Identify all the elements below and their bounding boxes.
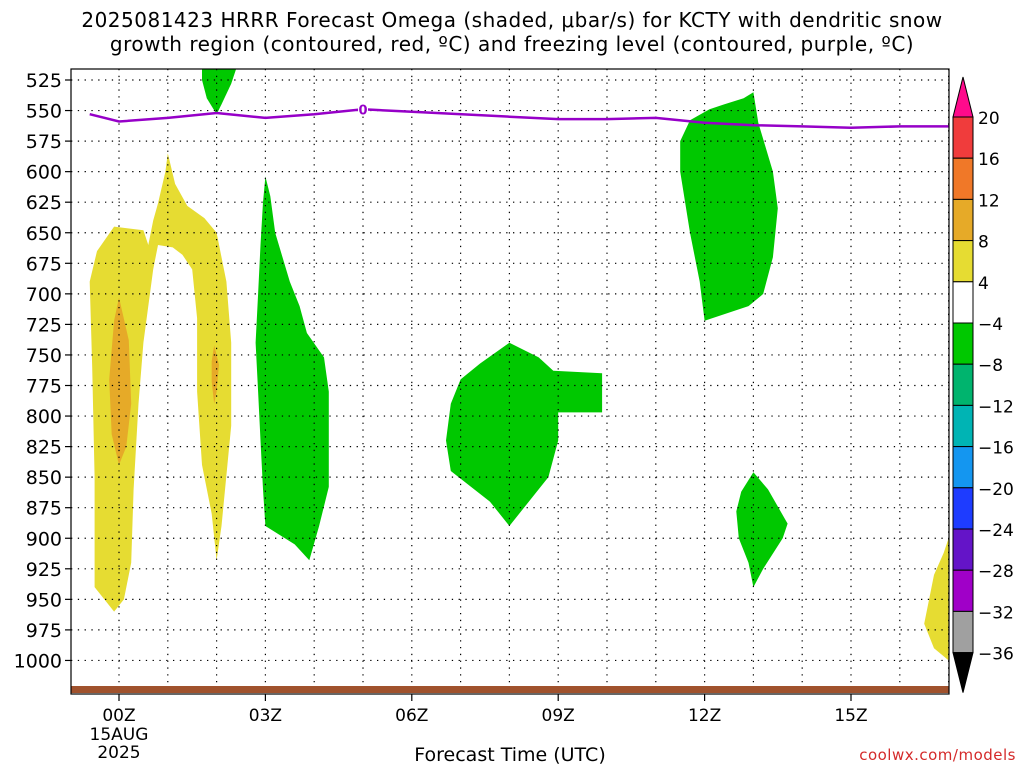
colorbar-segment <box>952 446 974 489</box>
colorbar-label: −28 <box>978 562 1014 582</box>
region-descent-mid-core <box>211 345 219 404</box>
colorbar-label: −4 <box>978 315 1003 335</box>
y-tick-label: 675 <box>26 253 62 275</box>
y-tick-label: 950 <box>26 589 62 611</box>
y-tick-label: 925 <box>26 559 62 581</box>
y-tick-label: 625 <box>26 192 62 214</box>
y-tick-label: 875 <box>26 498 62 520</box>
y-tick-label: 525 <box>26 70 62 92</box>
y-tick-label: 900 <box>26 528 62 550</box>
colorbar-label: 8 <box>978 233 989 253</box>
colorbar-top-arrow <box>952 76 974 118</box>
x-tick-label: 06Z <box>395 706 428 726</box>
colorbar-segment <box>952 404 974 448</box>
freezing-level-line <box>89 108 949 129</box>
chart-title: 2025081423 HRRR Forecast Omega (shaded, … <box>0 8 1024 56</box>
colorbar-segment <box>952 198 974 242</box>
x-tick-label: 00Z <box>102 706 135 726</box>
colorbar-label: −24 <box>978 521 1014 541</box>
omega-regions <box>89 69 949 661</box>
colorbar-segment <box>952 487 974 530</box>
region-ascent-mid <box>446 342 603 526</box>
colorbar-label: 12 <box>978 191 1000 211</box>
colorbar-label: 4 <box>978 274 989 294</box>
freezing-level-label: 0 <box>358 103 367 118</box>
y-tick-label: 700 <box>26 284 62 306</box>
y-tick-label: 975 <box>26 620 62 642</box>
y-tick-label: 1000 <box>14 650 62 672</box>
colorbar-segment <box>952 363 974 406</box>
y-tick-label: 750 <box>26 345 62 367</box>
freezing-level-layer: 0 <box>89 101 949 129</box>
title-line-2: growth region (contoured, red, ºC) and f… <box>109 32 915 56</box>
x-tick-label: 15Z <box>834 706 867 726</box>
colorbar-label: 20 <box>978 109 1000 129</box>
x-axis-label: Forecast Time (UTC) <box>414 744 606 766</box>
colorbar-segment <box>952 569 974 612</box>
y-tick-label: 800 <box>26 406 62 428</box>
y-tick-label: 600 <box>26 162 62 184</box>
y-tick-label: 575 <box>26 131 62 153</box>
x-tick-label: 09Z <box>542 706 575 726</box>
colorbar-segment <box>952 116 974 159</box>
colorbar-label: −20 <box>978 480 1014 500</box>
y-tick-label: 725 <box>26 314 62 336</box>
y-tick-label: 825 <box>26 437 62 459</box>
colorbar-segment <box>952 157 974 200</box>
colorbar-label: −12 <box>978 397 1014 417</box>
y-tick-label: 775 <box>26 376 62 398</box>
freezing-level-label-bg <box>358 101 368 116</box>
region-descent-left-arch <box>89 153 232 612</box>
region-ascent-column-03z <box>255 176 329 561</box>
colorbar-bottom-arrow <box>952 652 974 693</box>
x-tick-label: 12Z <box>688 706 721 726</box>
colorbar-label: 16 <box>978 150 1000 170</box>
colorbar-segment <box>952 528 974 571</box>
colorbar-segment <box>952 322 974 365</box>
y-tick-label: 850 <box>26 467 62 489</box>
x-tick-sublabel-year: 2025 <box>97 743 140 763</box>
region-descent-left-core <box>109 297 132 465</box>
title-line-1: 2025081423 HRRR Forecast Omega (shaded, … <box>81 8 943 32</box>
y-axis: 525 550 575 600 625 650 675 700 725 750 775 800 825 8… <box>14 70 71 672</box>
surface-band <box>71 686 949 693</box>
colorbar-label: −36 <box>978 645 1014 665</box>
colorbar-segment <box>952 240 974 283</box>
colorbar-label: −16 <box>978 439 1014 459</box>
y-tick-label: 550 <box>26 101 62 123</box>
colorbar-label: −32 <box>978 603 1014 623</box>
x-tick-sublabel-date: 15AUG <box>90 725 149 745</box>
credit-link[interactable]: coolwx.com/models <box>859 746 1016 764</box>
x-tick-label: 03Z <box>249 706 282 726</box>
plot-frame <box>70 68 950 695</box>
colorbar-segment <box>952 281 974 324</box>
colorbar-label: −8 <box>978 356 1003 376</box>
colorbar-segment <box>952 610 974 654</box>
y-tick-label: 650 <box>26 223 62 245</box>
region-ascent-lower-right <box>736 472 788 588</box>
colorbar: 20 16 12 8 4 −4 −8 −12 −16 −20 −24 −28 −32 −36 <box>952 76 1014 693</box>
